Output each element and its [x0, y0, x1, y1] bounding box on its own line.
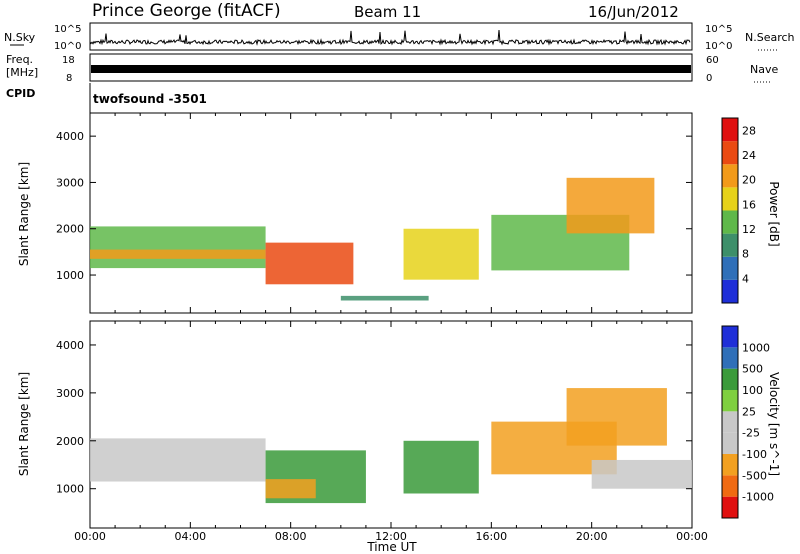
y-tick-label: 2000 — [56, 435, 84, 448]
y-tick-label: 1000 — [56, 483, 84, 496]
nave-label: Nave — [750, 63, 778, 76]
freq-label-line1: Freq. — [6, 53, 33, 66]
freq-label-line2: [MHz] — [6, 66, 38, 79]
x-axis-label: Time UT — [366, 540, 417, 554]
colorbar-tick-label: 20 — [742, 174, 756, 187]
colorbar-swatch — [722, 210, 738, 234]
colorbar-swatch — [722, 141, 738, 165]
colorbar-swatch — [722, 496, 738, 518]
colorbar-swatch — [722, 233, 738, 257]
date-label: 16/Jun/2012 — [588, 3, 679, 21]
data-region — [265, 242, 354, 285]
colorbar-tick-label: 8 — [742, 248, 749, 261]
x-tick-label: 00:00 — [74, 530, 106, 543]
data-region — [90, 438, 266, 482]
nsearch-tick-bottom: 10^0 — [705, 41, 732, 52]
x-tick-label: 16:00 — [475, 530, 507, 543]
colorbar-tick-label: 25 — [742, 405, 756, 418]
colorbar-tick-label: -1000 — [742, 491, 774, 504]
colorbar-tick-label: 4 — [742, 272, 749, 285]
nsky-tick-bottom: 10^0 — [54, 41, 81, 52]
colorbar-tick-label: 24 — [742, 149, 756, 162]
colorbar-swatch — [722, 390, 738, 412]
colorbar-swatch — [722, 164, 738, 188]
x-tick-label: 12:00 — [375, 530, 407, 543]
freq-tick-bottom: 8 — [66, 73, 72, 84]
colorbar-swatch — [722, 454, 738, 476]
data-region — [403, 228, 479, 280]
data-region — [265, 479, 316, 499]
y-tick-label: 1000 — [56, 269, 84, 282]
cpid-text: twofsound -3501 — [93, 92, 207, 106]
colorbar-tick-label: -100 — [742, 448, 767, 461]
nsky-panel — [89, 22, 693, 51]
colorbar-tick-label: 28 — [742, 124, 756, 137]
y-tick-label: 4000 — [56, 339, 84, 352]
colorbar-tick-label: 100 — [742, 384, 763, 397]
colorbar-tick-label: 16 — [742, 198, 756, 211]
beam-label: Beam 11 — [354, 3, 421, 21]
x-tick-label: 04:00 — [174, 530, 206, 543]
x-axis-ticks: 00:00 04:00 08:00 12:00 16:00 20:00 00:00 — [74, 530, 708, 543]
data-region — [90, 249, 266, 259]
velocity-ylabel: Slant Range [km] — [17, 372, 31, 476]
velocity-panel: 1000 2000 3000 4000 1000 500 100 25 -25 -100 -500 -… — [56, 320, 774, 529]
data-region — [403, 440, 479, 494]
x-tick-label: 08:00 — [275, 530, 307, 543]
colorbar-tick-label: 1000 — [742, 341, 770, 354]
nave-tick-top: 60 — [706, 55, 719, 66]
data-region — [566, 177, 655, 234]
freq-trace — [91, 65, 691, 73]
nsearch-tick-top: 10^5 — [705, 24, 732, 35]
colorbar-tick-label: 12 — [742, 223, 756, 236]
data-region — [566, 388, 667, 446]
colorbar-tick-label: -25 — [742, 427, 760, 440]
colorbar-swatch — [722, 475, 738, 497]
power-colorbar-label: Power [dB] — [767, 181, 781, 246]
y-tick-label: 3000 — [56, 176, 84, 189]
colorbar-tick-label: 500 — [742, 363, 763, 376]
nsky-trace — [89, 30, 691, 46]
x-tick-label: 00:00 — [676, 530, 708, 543]
y-tick-label: 3000 — [56, 387, 84, 400]
colorbar-frame — [721, 117, 739, 304]
y-tick-label: 2000 — [56, 223, 84, 236]
colorbar-swatch — [722, 326, 738, 348]
colorbar-swatch — [722, 256, 738, 280]
nave-tick-bottom: 0 — [706, 73, 712, 84]
freq-tick-top: 18 — [62, 55, 75, 66]
power-panel: 1000 2000 3000 4000 4 8 12 16 20 24 28 — [56, 112, 756, 314]
colorbar-tick-label: -500 — [742, 469, 767, 482]
colorbar-swatch — [722, 411, 738, 433]
velocity-colorbar-label: Velocity [m s^-1] — [767, 372, 781, 476]
nsky-tick-top: 10^5 — [54, 24, 81, 35]
data-region — [90, 226, 266, 269]
colorbar-swatch — [722, 347, 738, 369]
colorbar-swatch — [722, 368, 738, 390]
colorbar-swatch — [722, 279, 738, 303]
nsearch-label: N.Search — [745, 31, 795, 44]
colorbar-swatch — [722, 187, 738, 211]
nsky-label: N.Sky — [4, 31, 36, 44]
cpid-label: CPID — [6, 87, 35, 100]
data-region — [340, 295, 429, 301]
colorbar-swatch — [722, 432, 738, 454]
radar-title: Prince George (fitACF) — [92, 1, 281, 21]
colorbar-frame — [721, 325, 739, 519]
data-region — [591, 459, 692, 489]
colorbar-swatch — [722, 118, 738, 142]
power-ylabel: Slant Range [km] — [17, 162, 31, 266]
x-tick-label: 20:00 — [576, 530, 608, 543]
y-tick-label: 4000 — [56, 130, 84, 143]
